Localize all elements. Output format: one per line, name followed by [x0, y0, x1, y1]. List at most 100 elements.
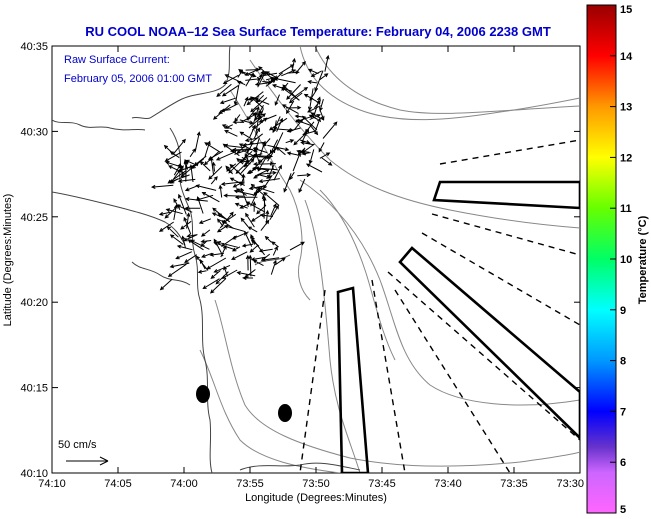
current-vector	[213, 264, 231, 273]
y-tick-label: 40:15	[20, 383, 48, 395]
current-vector	[184, 254, 198, 264]
current-vector	[159, 278, 173, 291]
current-vector	[220, 235, 237, 247]
current-vector	[287, 70, 300, 75]
current-vector	[268, 117, 288, 131]
current-vector	[270, 259, 277, 275]
current-vector	[272, 245, 278, 256]
current-vector	[252, 201, 257, 212]
current-vector	[248, 124, 256, 139]
current-vector	[322, 121, 338, 139]
current-vector	[246, 107, 257, 121]
current-vector	[204, 142, 222, 154]
current-vector	[242, 275, 254, 280]
colorbar-tick-label: 8	[620, 356, 626, 368]
current-vector	[195, 194, 214, 202]
current-vector	[293, 118, 304, 131]
current-vector	[245, 212, 255, 228]
current-vector	[241, 243, 254, 248]
current-vector	[298, 178, 306, 193]
current-vector	[158, 211, 171, 216]
current-vector	[209, 156, 215, 176]
current-vector	[281, 104, 299, 115]
current-vector	[324, 54, 330, 72]
current-vector	[151, 184, 174, 189]
current-vector	[186, 233, 197, 238]
colorbar-tick-label: 6	[620, 457, 626, 469]
current-vector	[263, 191, 280, 206]
current-vector	[309, 88, 318, 102]
current-vector	[232, 181, 244, 188]
current-vector	[169, 234, 184, 245]
current-vector	[199, 160, 211, 172]
current-vector	[249, 245, 258, 253]
current-vector	[237, 69, 243, 78]
colorbar-tick-label: 14	[620, 51, 633, 63]
current-vector	[224, 124, 234, 129]
current-vector	[218, 184, 223, 198]
current-vector	[239, 203, 251, 209]
current-vector	[236, 80, 246, 86]
y-tick-label: 40:30	[20, 126, 48, 138]
colorbar-tick-label: 10	[620, 254, 632, 266]
current-vector	[193, 155, 207, 167]
current-vector	[223, 265, 228, 277]
current-vector	[248, 160, 263, 174]
current-vector	[305, 163, 323, 173]
current-vector	[319, 73, 329, 81]
colorbar-tick-label: 11	[620, 203, 632, 215]
current-vector	[250, 97, 268, 113]
x-tick-label: 74:05	[104, 478, 132, 490]
current-vector	[216, 83, 232, 98]
current-vector	[183, 234, 198, 242]
current-vector	[175, 251, 193, 260]
current-vector	[250, 233, 256, 245]
annotation-line-2: February 05, 2006 01:00 GMT	[64, 73, 212, 85]
station-marker	[278, 404, 292, 422]
current-vector	[186, 212, 191, 229]
current-vector	[265, 76, 275, 81]
current-vector	[314, 117, 321, 133]
current-vector	[236, 157, 244, 165]
x-tick-label: 73:35	[500, 478, 528, 490]
y-axis-label: Latitude (Degrees:Minutes)	[2, 194, 14, 327]
colorbar-tick-label: 15	[620, 4, 632, 16]
colorbar-tick-label: 5	[620, 504, 626, 516]
current-vector	[289, 241, 305, 251]
current-vector	[233, 84, 240, 106]
current-vector	[251, 112, 264, 117]
current-vector	[296, 60, 306, 72]
current-vector	[294, 114, 305, 119]
current-vector	[240, 159, 251, 165]
current-vector	[256, 204, 267, 215]
current-vector	[166, 225, 179, 238]
current-vector	[202, 278, 220, 290]
current-vector	[197, 269, 207, 274]
current-vector	[309, 124, 319, 136]
current-vector	[319, 109, 325, 121]
current-vector	[253, 147, 261, 165]
current-vector	[184, 206, 201, 211]
annotation-line-1: Raw Surface Current:	[64, 54, 170, 66]
current-vector	[258, 114, 277, 123]
x-axis-ticks: 74:10 74:05 74:00 73:55 73:50 73:45 73:40 73:35…	[38, 46, 584, 490]
current-vector	[222, 74, 239, 85]
current-vector	[239, 158, 255, 175]
current-vector	[239, 119, 254, 125]
radar-beams-dashed	[299, 139, 580, 473]
radar-boxes-solid	[336, 180, 580, 473]
current-vector	[243, 96, 249, 107]
current-vector	[292, 152, 301, 172]
current-vector	[169, 262, 190, 269]
current-vector	[273, 120, 278, 131]
current-vector	[248, 254, 253, 277]
chart-title: RU COOL NOAA–12 Sea Surface Temperature:…	[85, 24, 551, 39]
colorbar-ticks: 15 14 13 12 11 10 9 8 7 6 5	[610, 4, 633, 516]
current-vector	[274, 128, 295, 133]
current-vector	[185, 159, 199, 167]
current-vector	[173, 138, 186, 155]
current-vector	[233, 189, 254, 196]
current-vector	[252, 259, 264, 267]
current-vector	[209, 252, 224, 257]
current-vector	[321, 157, 333, 166]
